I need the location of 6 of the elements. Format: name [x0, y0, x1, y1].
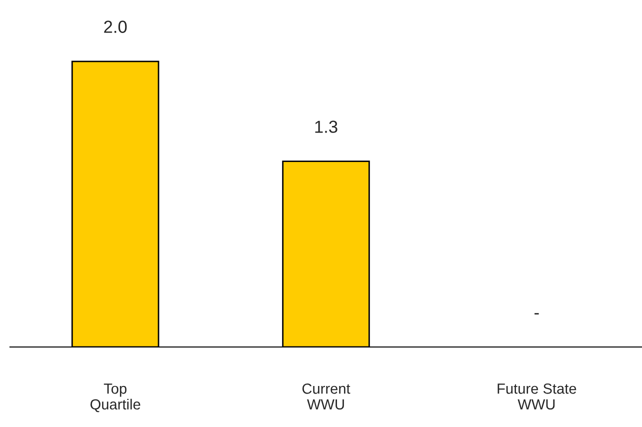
- data-label: 2.0: [104, 20, 127, 33]
- x-tick-label: Current WWU: [302, 383, 350, 410]
- x-tick-label: Top Quartile: [90, 384, 140, 412]
- x-tick-label: Future State WWU: [498, 383, 576, 410]
- text: -: [534, 313, 539, 314]
- data-label: 1.3: [315, 120, 338, 133]
